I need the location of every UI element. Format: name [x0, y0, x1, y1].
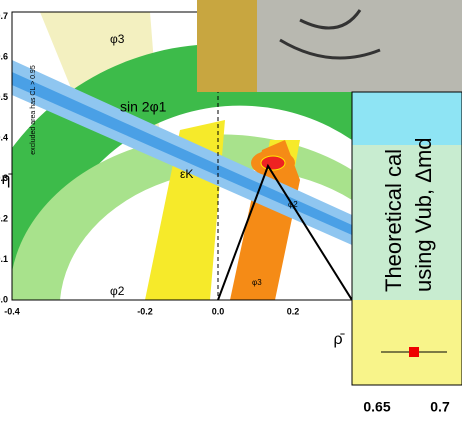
panel-text: using Vub, Δmd [411, 137, 436, 292]
y-tick-label: 0.5 [0, 92, 8, 102]
x-tick-label: -0.2 [137, 306, 153, 316]
band-yellow [352, 300, 462, 385]
x-tick-label: -0.4 [4, 306, 20, 316]
annotation: sin 2φ1 [120, 99, 167, 115]
y-tick-label: 0.0 [0, 294, 8, 304]
screenshot: 0.00.10.20.30.40.50.60.7-0.4-0.20.00.2η̄… [0, 0, 462, 426]
x-axis-label: ρ̄ [333, 331, 345, 348]
panel-x-tick-label: 0.65 [363, 399, 390, 415]
band-green [352, 145, 462, 300]
y-tick-label: 0.4 [0, 132, 8, 142]
annotation: φ2 [110, 284, 125, 298]
point [409, 347, 419, 357]
note: excluded area has CL > 0.95 [30, 65, 37, 155]
y-tick-label: 0.6 [0, 51, 8, 61]
annotation: φ3 [110, 32, 125, 46]
y-tick-label: 0.7 [0, 11, 8, 21]
x-tick-label: 0.0 [212, 306, 225, 316]
annotation: φ2 [288, 200, 298, 209]
y-tick-label: 0.1 [0, 254, 8, 264]
y-tick-label: 0.2 [0, 213, 8, 223]
x-tick-label: 0.2 [287, 306, 300, 316]
annotation: εK [180, 167, 193, 181]
panel-text: Theoretical cal [381, 149, 406, 292]
band-cyan [352, 92, 462, 145]
panel-x-tick-label: 0.7 [430, 399, 450, 415]
annotation: φ3 [252, 278, 262, 287]
photo-frame [197, 0, 257, 92]
